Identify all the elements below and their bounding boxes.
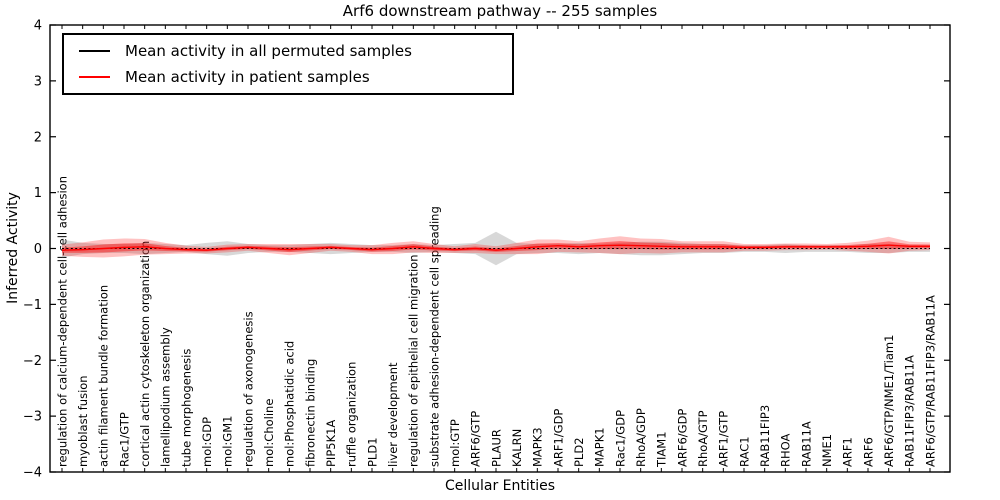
x-tick-label: PLAUR [489, 429, 503, 467]
x-tick-label: RhoA/GDP [634, 408, 648, 467]
x-tick-label: RAC1 [737, 436, 751, 467]
y-tick-label: 1 [34, 186, 42, 201]
permuted-std-band [62, 231, 930, 266]
x-tick-label: RhoA/GTP [696, 410, 710, 467]
x-tick-label: TIAM1 [655, 431, 669, 468]
x-tick-label: ARF1/GTP [717, 411, 731, 467]
legend-label-permuted: Mean activity in all permuted samples [125, 42, 412, 61]
x-tick-label: mol:GTP [448, 419, 462, 467]
legend: Mean activity in all permuted samples Me… [62, 33, 514, 95]
patient-std-band [62, 236, 930, 258]
x-tick-label: liver development [386, 362, 400, 467]
x-tick-label: fibronectin binding [303, 359, 317, 467]
x-tick-label: mol:GDP [200, 417, 214, 467]
x-tick-label: KALRN [510, 429, 524, 467]
x-tick-label: ARF6/GTP/NME1/Tiam1 [882, 335, 896, 467]
y-axis-label: Inferred Activity [5, 192, 21, 304]
x-tick-label: mol:GM1 [221, 416, 235, 467]
y-tick-label: 3 [34, 74, 42, 89]
x-tick-label: ARF1/GDP [551, 409, 565, 467]
x-tick-label: MAPK1 [593, 427, 607, 467]
x-tick-label: ARF1 [841, 437, 855, 467]
y-tick-label: −3 [23, 410, 42, 425]
x-tick-label: ARF6/GTP/RAB11FIP3/RAB11A [923, 295, 937, 467]
x-tick-label: Rac1/GTP [117, 412, 131, 467]
y-tick-label: −1 [23, 298, 42, 313]
y-tick-label: −2 [23, 354, 42, 369]
x-tick-label: regulation of axonogenesis [241, 311, 255, 467]
x-tick-label: regulation of calcium-dependent cell-cel… [55, 176, 69, 467]
y-tick-label: 4 [34, 19, 42, 34]
x-tick-label: PLD1 [365, 437, 379, 467]
x-tick-label: RHOA [779, 434, 793, 467]
x-tick-label: MAPK3 [531, 427, 545, 467]
legend-label-patient: Mean activity in patient samples [125, 67, 370, 86]
legend-swatch-permuted-line [79, 50, 110, 53]
x-tick-label: ARF6 [861, 437, 875, 467]
x-tick-label: regulation of epithelial cell migration [407, 255, 421, 467]
y-tick-label: −4 [23, 466, 42, 481]
x-tick-label: mol:Phosphatidic acid [283, 341, 297, 467]
x-tick-label: RAB11A [799, 421, 813, 467]
plot-frame [49, 24, 951, 473]
x-tick-label: RAB11FIP3/RAB11A [903, 355, 917, 467]
x-tick-label: cortical actin cytoskeleton organization [138, 241, 152, 467]
x-tick-label: PLD2 [572, 437, 586, 467]
x-tick-label: substrate adhesion-dependent cell spread… [427, 206, 441, 467]
x-tick-label: Rac1/GDP [613, 410, 627, 467]
x-tick-label: ruffle organization [345, 362, 359, 467]
y-tick-label: 0 [34, 242, 42, 257]
x-tick-label: lamellipodium assembly [159, 327, 173, 467]
y-tick-label: 2 [34, 130, 42, 145]
x-tick-label: myoblast fusion [76, 375, 90, 467]
legend-item-permuted: Mean activity in all permuted samples [64, 42, 512, 60]
legend-item-patient: Mean activity in patient samples [64, 68, 512, 86]
patient-mean-line [61, 244, 930, 251]
x-tick-label: actin filament bundle formation [97, 285, 111, 467]
x-axis-label: Cellular Entities [444, 478, 556, 494]
x-tick-label: ARF6/GTP [469, 411, 483, 467]
x-tick-label: mol:Choline [262, 399, 276, 467]
patient-inner-band [62, 241, 930, 253]
chart-title: Arf6 downstream pathway -- 255 samples [342, 2, 658, 20]
x-tick-label: RAB11FIP3 [758, 405, 772, 467]
x-tick-label: ARF6/GDP [675, 409, 689, 467]
x-tick-label: tube morphogenesis [179, 349, 193, 467]
x-tick-label: NME1 [820, 434, 834, 467]
legend-swatch-patient-line [79, 75, 110, 78]
x-tick-label: PIP5K1A [324, 420, 338, 467]
